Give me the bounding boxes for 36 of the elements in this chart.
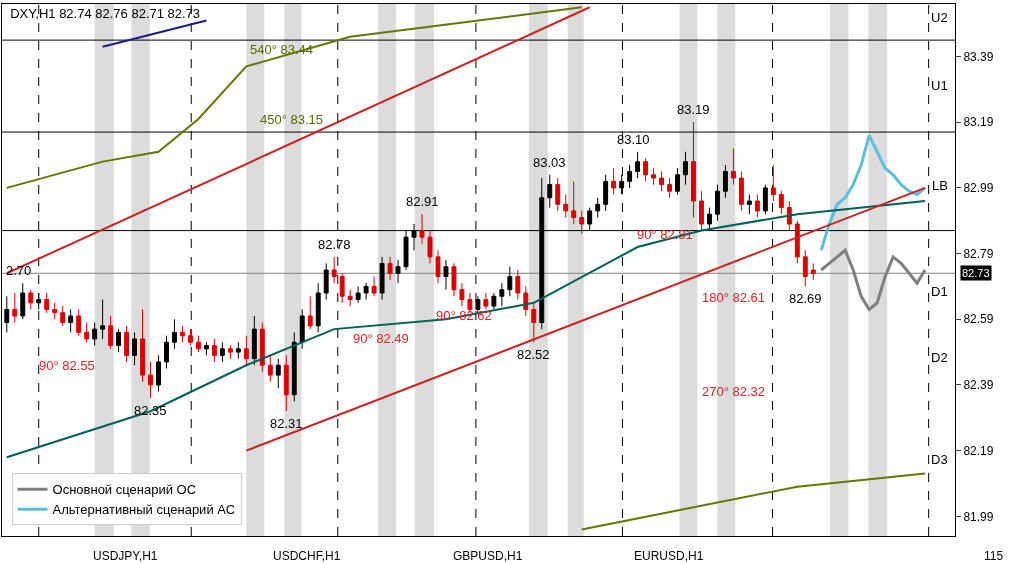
annotation: 82.31	[270, 416, 303, 431]
annotation: 270° 82.32	[702, 384, 766, 399]
annotation: 82.78	[318, 237, 351, 252]
text: D2	[931, 350, 948, 365]
y-tick-label: 83.19	[963, 115, 994, 130]
annotation: 82.52	[517, 347, 550, 362]
text: EURUSD,H1	[634, 549, 704, 563]
text: USDJPY,H1	[93, 549, 158, 563]
text: D1	[931, 284, 948, 299]
y-tick-label: 82.19	[963, 443, 994, 458]
legend-label: Альтернативный сценарий АС	[52, 502, 236, 518]
text: D3	[931, 452, 948, 467]
chart-title: DXY,H1 82.74 82.76 82.71 82.73	[10, 5, 201, 21]
y-tick-label: 81.99	[963, 509, 994, 524]
annotation: 82.91	[406, 194, 439, 209]
ref-line-label: 82.73	[962, 267, 990, 279]
annotation: 83.19	[677, 102, 710, 117]
text: 115	[984, 549, 1004, 563]
y-tick-label: 82.39	[963, 378, 994, 393]
annotation: 450° 83.15	[260, 112, 324, 127]
annotation: 83.03	[533, 155, 566, 170]
y-tick-label: 82.59	[963, 312, 994, 327]
text: USDCHF,H1	[273, 549, 341, 563]
text: LB	[932, 178, 948, 193]
annotation: 90° 82.49	[353, 331, 409, 346]
text: U2	[931, 10, 948, 25]
y-tick-label: 82.99	[963, 181, 994, 196]
annotation: 90° 82.55	[39, 358, 95, 373]
annotation: 82.69	[789, 291, 822, 306]
legend-label: Основной сценарий ОС	[52, 482, 197, 498]
y-tick-label: 82.79	[963, 246, 994, 261]
y-tick-label: 83.39	[963, 49, 994, 64]
annotation: 83.10	[617, 132, 650, 147]
annotation: 180° 82.61	[702, 290, 766, 305]
text: GBPUSD,H1	[453, 549, 523, 563]
text: U1	[931, 78, 948, 93]
